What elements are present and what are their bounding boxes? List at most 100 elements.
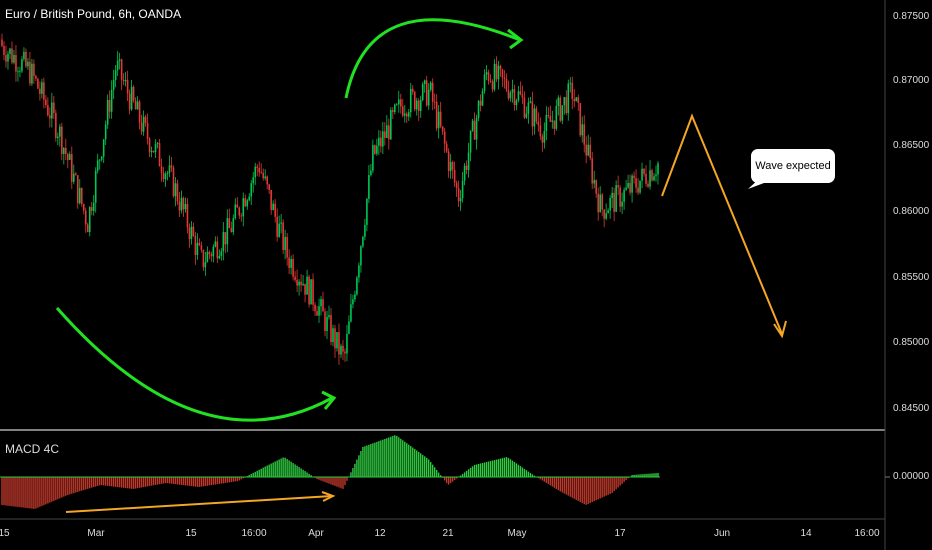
macd-bar <box>471 466 474 477</box>
candle-body <box>637 187 639 193</box>
macd-bar <box>122 477 125 488</box>
candle-body <box>296 279 298 286</box>
candle-body <box>178 201 181 211</box>
candle-body <box>328 315 330 318</box>
macd-bar <box>649 473 651 477</box>
macd-bar <box>563 477 565 494</box>
candle-body <box>533 108 536 127</box>
candle-body <box>394 104 396 113</box>
candle-body <box>360 246 362 266</box>
macd-bar <box>465 470 468 477</box>
candle-body <box>493 63 496 90</box>
macd-bar <box>202 477 205 487</box>
macd-bar <box>533 475 536 477</box>
candle-body <box>142 116 145 132</box>
candle-body <box>230 228 233 233</box>
macd-bar <box>77 477 79 492</box>
candle-body <box>212 246 215 257</box>
candle-body <box>140 122 143 132</box>
macd-bar <box>63 477 65 497</box>
macd-bar <box>461 473 464 477</box>
candle-body <box>451 162 454 170</box>
macd-indicator-label[interactable]: MACD 4C <box>5 442 60 456</box>
candle-body <box>421 84 424 100</box>
macd-bar <box>3 477 5 506</box>
macd-divergence-arrow <box>65 491 336 513</box>
macd-bar <box>106 477 109 486</box>
candle-body <box>415 100 418 110</box>
macd-bar <box>402 440 404 477</box>
macd-bar <box>168 477 171 484</box>
candle-body <box>114 70 117 80</box>
green-curve-arrow-bottom <box>55 307 337 422</box>
candle-body <box>88 207 91 233</box>
macd-bar <box>304 471 306 477</box>
macd-bar <box>228 477 231 483</box>
macd-bar <box>210 477 213 486</box>
macd-bar <box>625 477 627 481</box>
candle-body <box>150 150 153 152</box>
candle-body <box>15 54 17 72</box>
candle-body <box>354 294 356 300</box>
macd-bar <box>33 477 35 509</box>
candle-body <box>505 78 508 90</box>
candle-body <box>439 111 442 127</box>
candle-body <box>276 216 278 237</box>
macd-bar <box>192 477 195 487</box>
candle-body <box>523 97 526 118</box>
macd-bar <box>477 463 480 477</box>
macd-bar <box>591 477 593 503</box>
candle-body <box>1 39 3 47</box>
macd-bar <box>537 477 540 479</box>
candle-body <box>220 251 223 256</box>
macd-bar <box>509 459 512 477</box>
candle-body <box>463 165 466 181</box>
candle-body <box>549 115 552 122</box>
macd-bar <box>186 477 189 486</box>
candle-body <box>605 213 607 219</box>
candle-body <box>266 176 268 185</box>
macd-bar <box>21 477 23 508</box>
macd-bar <box>545 477 548 483</box>
macd-bar <box>23 477 25 508</box>
candle-body <box>110 89 113 112</box>
candle-body <box>312 279 314 305</box>
candle-body <box>158 143 161 167</box>
macd-bar <box>132 477 135 489</box>
macd-bar <box>501 458 504 477</box>
candle-body <box>232 218 235 233</box>
candle-body <box>104 124 107 140</box>
candle-body <box>531 101 534 127</box>
macd-bar <box>216 477 219 485</box>
macd-bar <box>346 477 348 481</box>
candle-body <box>455 182 458 189</box>
macd-bar <box>352 468 354 477</box>
wave-expected-callout[interactable]: Wave expected <box>751 149 835 183</box>
macd-bar <box>581 477 583 504</box>
candle-body <box>96 160 99 171</box>
candle-body <box>9 48 11 54</box>
macd-bar <box>140 477 143 488</box>
macd-bar <box>156 477 159 485</box>
candle-body <box>51 102 53 119</box>
macd-bar <box>412 447 414 477</box>
macd-bar <box>116 477 119 488</box>
candle-body <box>573 98 576 102</box>
candle-body <box>298 281 300 286</box>
candle-body <box>338 332 340 355</box>
time-tick-label: 16:00 <box>241 528 267 539</box>
macd-bar <box>414 449 416 477</box>
macd-bar <box>298 467 300 477</box>
candle-body <box>362 236 364 247</box>
candle-body <box>196 242 199 256</box>
candle-body <box>202 249 205 268</box>
candle-body <box>246 200 249 207</box>
candle-body <box>138 101 141 123</box>
candle-body <box>609 198 611 211</box>
macd-bar <box>110 477 113 487</box>
candle-body <box>541 136 544 143</box>
macd-bar <box>611 477 613 493</box>
macd-bar <box>651 473 653 477</box>
macd-bar <box>603 477 605 497</box>
